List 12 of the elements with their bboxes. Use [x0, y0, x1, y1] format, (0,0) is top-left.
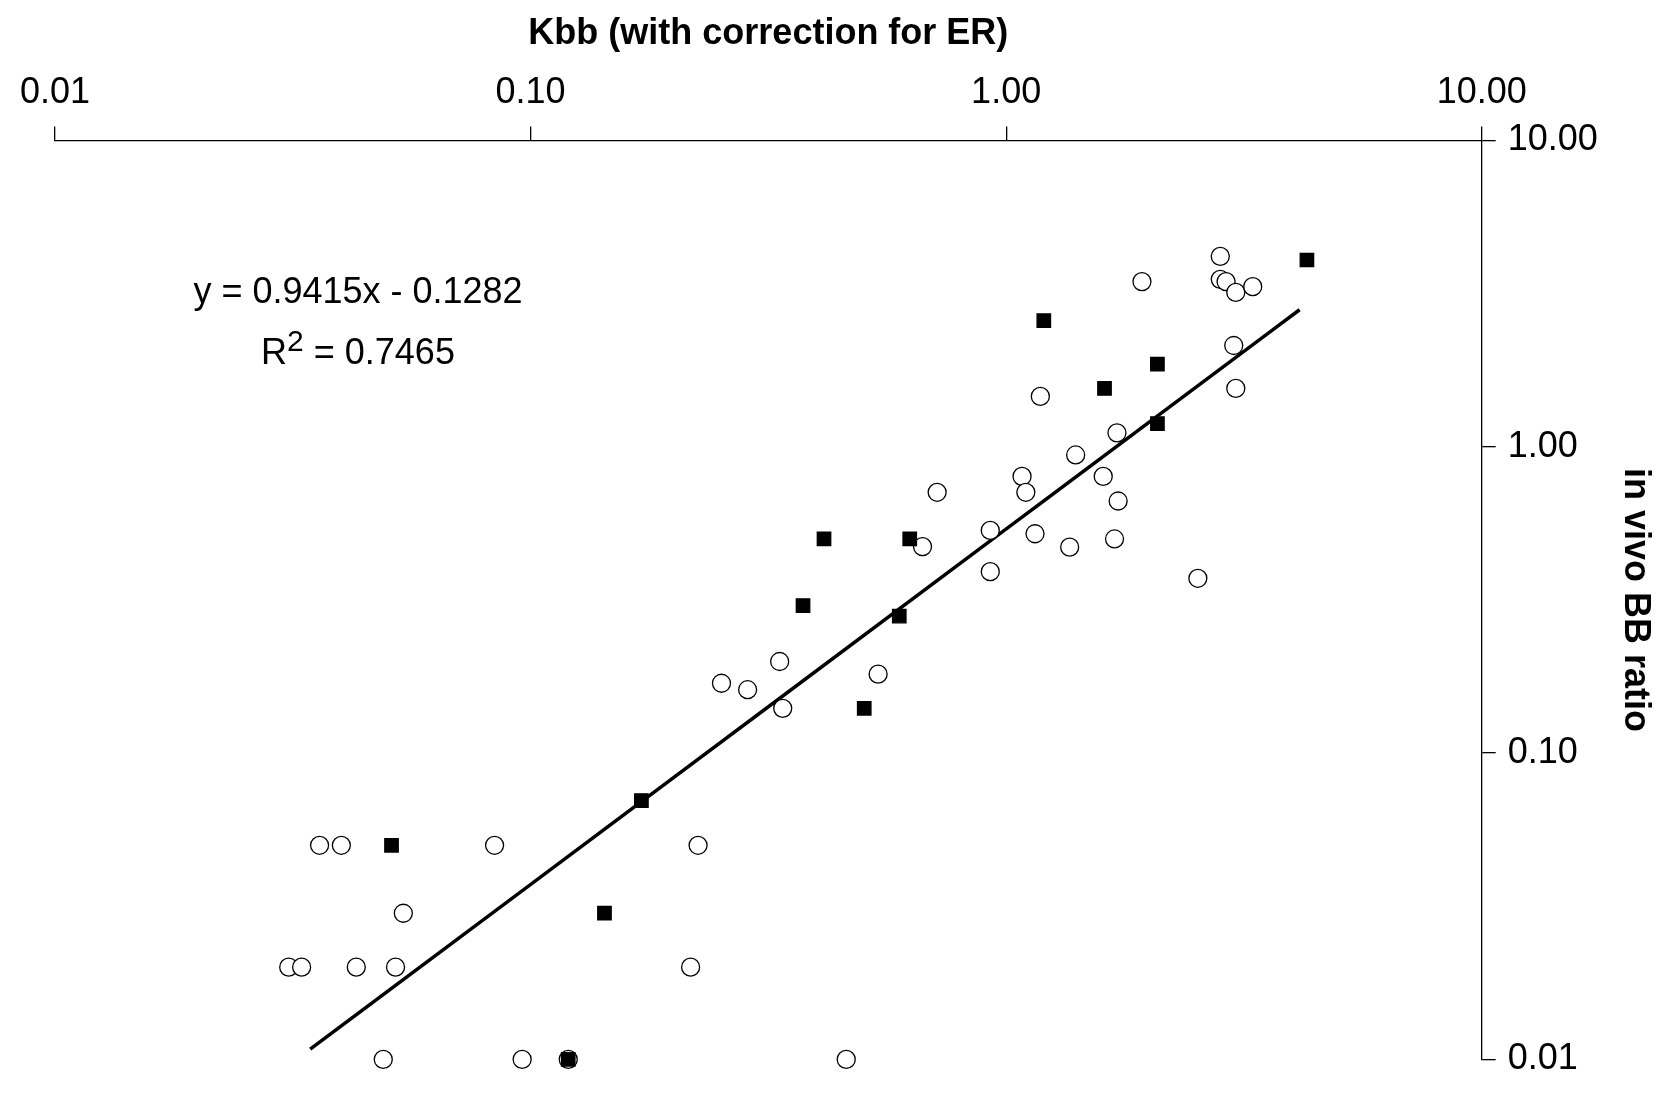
y-tick-label: 0.10: [1507, 729, 1578, 771]
y-tick-label: 10.00: [1507, 117, 1598, 159]
annotation: y = 0.9415x - 0.1282: [192, 269, 524, 313]
x-tick-label: 1.00: [971, 69, 1042, 111]
x-tick-label: 10.00: [1436, 69, 1527, 111]
y-tick-label: 1.00: [1507, 423, 1578, 465]
x-tick-label: 0.01: [19, 69, 91, 111]
y-axis-title: in vivo BB ratio: [1617, 467, 1659, 732]
annotation: R$^{2}$ = 0.7465: [260, 323, 456, 374]
x-axis-title: Kbb (with correction for ER): [528, 10, 1009, 52]
x-tick-label: 0.10: [495, 69, 566, 111]
y-tick-label: 0.01: [1507, 1036, 1578, 1078]
